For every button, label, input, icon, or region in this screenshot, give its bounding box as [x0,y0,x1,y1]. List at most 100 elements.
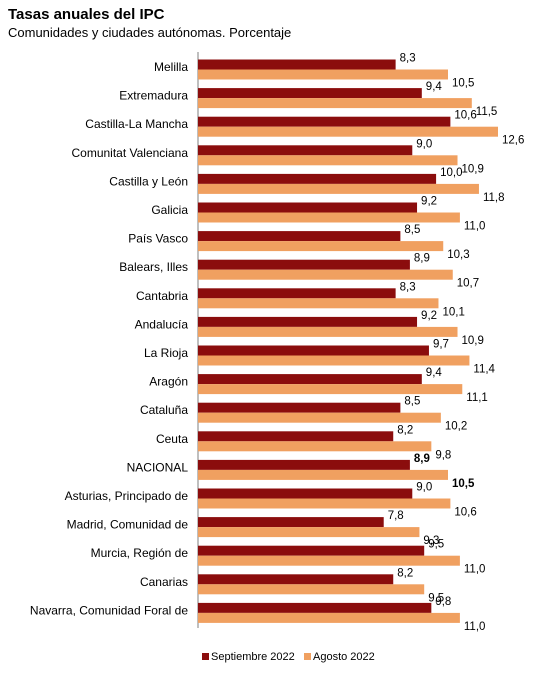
bar-agosto [198,126,498,137]
value-label-agosto: 10,3 [447,249,469,261]
bar-septiembre [198,488,413,499]
bar-agosto [198,69,448,80]
value-label-agosto: 9,8 [435,449,451,461]
value-label-agosto: 12,6 [502,135,524,147]
value-label-septiembre: 7,8 [388,510,404,522]
value-label-agosto: 10,1 [442,306,464,318]
value-label-septiembre: 9,4 [426,367,443,379]
value-label-agosto: 10,2 [445,421,467,433]
bar-septiembre [198,374,422,385]
bar-agosto [198,384,463,395]
value-label-agosto: 10,5 [452,78,474,90]
category-label: Asturias, Principado de [65,489,189,503]
value-label-agosto: 11,0 [464,564,486,576]
value-label-septiembre: 8,3 [400,281,416,293]
bars-group: Melilla 8,3 10,5 Extremadura 9,4 11,5 Castilla… [30,53,524,633]
bar-agosto [198,412,441,423]
value-label-septiembre: 8,5 [404,396,420,408]
bar-agosto [198,326,458,337]
category-label: Cataluña [140,403,188,417]
bar-septiembre [198,545,425,556]
bar-agosto [198,183,479,194]
value-label-septiembre: 10,6 [454,110,476,122]
bar-septiembre [198,402,401,413]
value-label-agosto: 10,7 [457,278,479,290]
bar-agosto [198,212,460,223]
bar-septiembre [198,173,437,184]
bar-septiembre [198,88,422,99]
bar-agosto [198,441,432,452]
chart-title: Tasas anuales del IPC [8,6,165,23]
value-label-septiembre: 9,7 [433,339,449,351]
value-label-agosto: 10,9 [462,335,484,347]
value-label-septiembre: 9,0 [416,138,432,150]
category-label: Melilla [154,60,188,74]
bar-septiembre [198,145,413,156]
value-label-septiembre: 8,5 [404,224,420,236]
bar-agosto [198,555,460,566]
legend-label: Septiembre 2022 [211,651,295,663]
value-label-septiembre: 9,0 [416,482,432,494]
category-label: Cantabria [136,289,188,303]
value-label-agosto: 11,8 [483,192,505,204]
legend-label: Agosto 2022 [313,651,375,663]
bar-septiembre [198,345,429,356]
value-label-agosto: 11,0 [464,221,486,233]
value-label-septiembre: 8,3 [400,53,416,65]
category-label: Castilla y León [109,174,188,188]
bar-septiembre [198,574,394,585]
bar-agosto [198,612,460,623]
legend-swatch [304,653,311,660]
bar-agosto [198,469,448,480]
category-label: País Vasco [128,232,188,246]
bar-agosto [198,355,470,366]
value-label-septiembre: 8,9 [414,453,430,465]
category-label: Galicia [151,203,188,217]
category-label: Aragón [149,375,188,389]
bar-agosto [198,527,420,538]
bar-agosto [198,98,472,109]
value-label-agosto: 11,0 [464,621,486,633]
value-label-agosto: 10,9 [462,163,484,175]
bar-septiembre [198,602,432,613]
bar-septiembre [198,259,410,270]
value-label-agosto: 9,5 [428,592,444,604]
bar-septiembre [198,231,401,242]
category-label: Navarra, Comunidad Foral de [30,603,188,617]
value-label-septiembre: 8,2 [397,567,413,579]
value-label-septiembre: 9,4 [426,81,443,93]
bar-septiembre [198,288,396,299]
value-label-septiembre: 8,9 [414,253,430,265]
value-label-agosto: 10,6 [454,507,476,519]
bar-agosto [198,298,439,309]
value-label-septiembre: 8,2 [397,424,413,436]
category-label: Balears, Illes [119,260,188,274]
bar-septiembre [198,59,396,70]
bar-septiembre [198,116,451,127]
bar-septiembre [198,517,384,528]
value-label-agosto: 11,1 [466,392,488,404]
category-label: Murcia, Región de [91,546,189,560]
bar-agosto [198,584,425,595]
category-label: Canarias [140,575,188,589]
value-label-agosto: 11,5 [476,106,498,118]
category-label: Ceuta [156,432,188,446]
bar-septiembre [198,316,418,327]
value-label-septiembre: 9,2 [421,310,437,322]
category-label: NACIONAL [127,460,189,474]
category-label: La Rioja [144,346,188,360]
chart-subtitle: Comunidades y ciudades autónomas. Porcen… [8,25,292,40]
bar-septiembre [198,459,410,470]
bar-agosto [198,269,453,280]
value-label-septiembre: 9,2 [421,196,437,208]
legend: Septiembre 2022 Agosto 2022 [202,651,375,663]
value-label-septiembre: 9,8 [435,596,451,608]
category-label: Castilla-La Mancha [85,117,188,131]
value-label-agosto: 11,4 [473,364,495,376]
legend-swatch [202,653,209,660]
bar-agosto [198,241,444,252]
value-label-septiembre: 10,0 [440,167,462,179]
category-label: Extremadura [119,89,188,103]
bar-agosto [198,155,458,166]
